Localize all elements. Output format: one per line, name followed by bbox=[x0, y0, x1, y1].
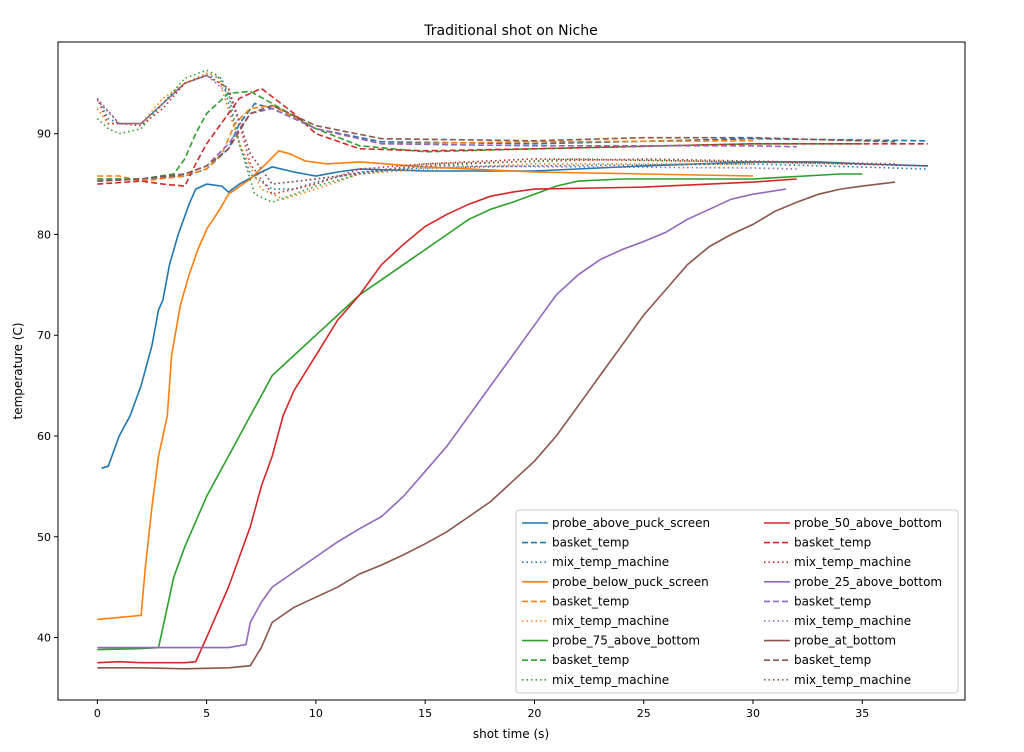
series-line-6 bbox=[97, 173, 863, 651]
x-tick-label: 5 bbox=[203, 707, 210, 720]
series-line-0 bbox=[101, 161, 928, 469]
legend-label: mix_temp_machine bbox=[552, 673, 669, 687]
legend-label: basket_temp bbox=[794, 536, 871, 550]
legend-label: probe_above_puck_screen bbox=[552, 516, 710, 530]
y-tick-label: 90 bbox=[37, 128, 51, 141]
legend-label: mix_temp_machine bbox=[794, 673, 911, 687]
legend-label: mix_temp_machine bbox=[794, 555, 911, 569]
series-line-15 bbox=[97, 181, 896, 670]
x-tick-label: 15 bbox=[418, 707, 432, 720]
series-line-9 bbox=[97, 178, 797, 664]
series-line-3 bbox=[97, 149, 754, 621]
x-tick-label: 0 bbox=[94, 707, 101, 720]
y-tick-label: 80 bbox=[37, 228, 51, 241]
y-tick-label: 50 bbox=[37, 531, 51, 544]
legend-label: basket_temp bbox=[552, 594, 629, 608]
x-tick-label: 25 bbox=[637, 707, 651, 720]
legend-label: basket_temp bbox=[794, 594, 871, 608]
chart-title: Traditional shot on Niche bbox=[423, 23, 597, 39]
legend-label: mix_temp_machine bbox=[552, 555, 669, 569]
legend-label: probe_below_puck_screen bbox=[552, 575, 709, 589]
x-tick-label: 35 bbox=[855, 707, 869, 720]
series-layer bbox=[96, 69, 928, 670]
series-line-13 bbox=[97, 107, 797, 182]
y-tick-label: 70 bbox=[37, 329, 51, 342]
series-line-1 bbox=[97, 102, 928, 180]
x-tick-label: 20 bbox=[527, 707, 541, 720]
legend-label: basket_temp bbox=[794, 653, 871, 667]
series-line-16 bbox=[97, 104, 896, 182]
x-tick-label: 10 bbox=[309, 707, 323, 720]
legend-label: probe_50_above_bottom bbox=[794, 516, 942, 530]
x-axis-label: shot time (s) bbox=[473, 727, 549, 741]
axis-ticks: 0 5 10 15 20 25 30 35 40 50 60 70 80 90 bbox=[37, 128, 869, 720]
legend-label: mix_temp_machine bbox=[552, 614, 669, 628]
series-line-2 bbox=[96, 74, 928, 190]
series-line-12 bbox=[97, 188, 786, 649]
y-tick-label: 40 bbox=[37, 632, 51, 645]
series-line-5 bbox=[96, 72, 753, 201]
legend-label: probe_75_above_bottom bbox=[552, 634, 700, 648]
legend: probe_above_puck_screen basket_temp mix_te… bbox=[515, 509, 959, 694]
legend-label: probe_25_above_bottom bbox=[794, 575, 942, 589]
x-tick-label: 30 bbox=[746, 707, 760, 720]
series-line-14 bbox=[96, 74, 797, 185]
legend-label: basket_temp bbox=[552, 653, 629, 667]
legend-label: basket_temp bbox=[552, 536, 629, 550]
y-tick-label: 60 bbox=[37, 430, 51, 443]
series-line-10 bbox=[97, 87, 928, 187]
series-line-7 bbox=[97, 90, 863, 180]
series-line-17 bbox=[96, 74, 896, 185]
legend-label: probe_at_bottom bbox=[794, 634, 896, 648]
y-axis-label: temperature (C) bbox=[11, 323, 25, 420]
plot-frame bbox=[57, 41, 966, 701]
legend-label: mix_temp_machine bbox=[794, 614, 911, 628]
legend-box bbox=[515, 509, 959, 694]
